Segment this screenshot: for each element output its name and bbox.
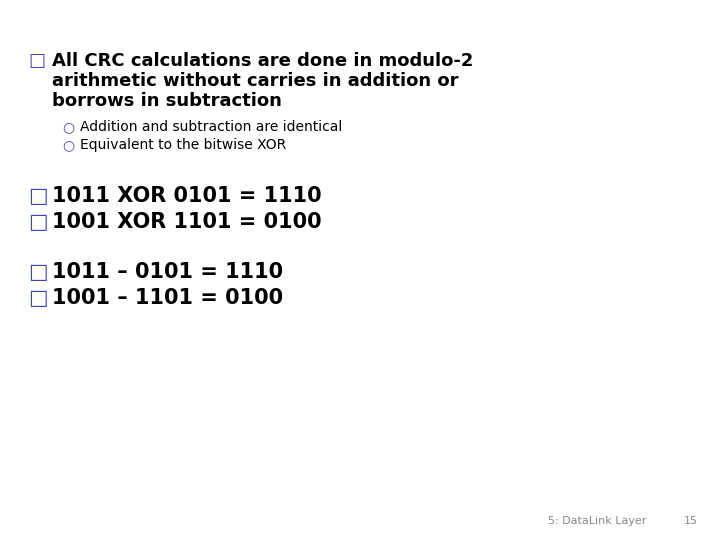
Text: □: □ <box>28 262 48 282</box>
Text: □: □ <box>28 212 48 232</box>
Text: 15: 15 <box>684 516 698 526</box>
Text: 1001 XOR 1101 = 0100: 1001 XOR 1101 = 0100 <box>52 212 322 232</box>
Text: ○: ○ <box>62 120 74 134</box>
Text: □: □ <box>28 52 45 70</box>
Text: ○: ○ <box>62 138 74 152</box>
Text: Addition and subtraction are identical: Addition and subtraction are identical <box>80 120 342 134</box>
Text: 1011 – 0101 = 1110: 1011 – 0101 = 1110 <box>52 262 283 282</box>
Text: Equivalent to the bitwise XOR: Equivalent to the bitwise XOR <box>80 138 287 152</box>
Text: □: □ <box>28 288 48 308</box>
Text: 1011 XOR 0101 = 1110: 1011 XOR 0101 = 1110 <box>52 186 322 206</box>
Text: All CRC calculations are done in modulo-2: All CRC calculations are done in modulo-… <box>52 52 473 70</box>
Text: 1001 – 1101 = 0100: 1001 – 1101 = 0100 <box>52 288 283 308</box>
Text: □: □ <box>28 186 48 206</box>
Text: borrows in subtraction: borrows in subtraction <box>52 92 282 110</box>
Text: arithmetic without carries in addition or: arithmetic without carries in addition o… <box>52 72 459 90</box>
Text: 5: DataLink Layer: 5: DataLink Layer <box>548 516 647 526</box>
